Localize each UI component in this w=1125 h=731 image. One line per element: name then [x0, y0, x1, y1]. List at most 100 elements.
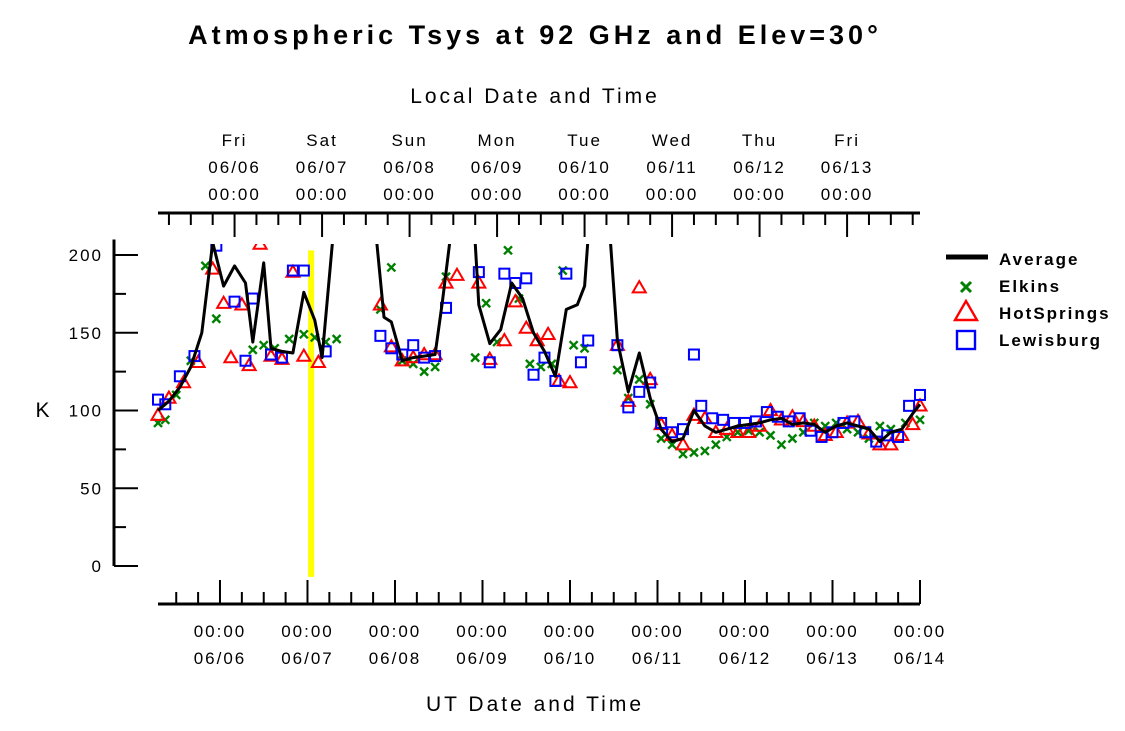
data-point	[262, 347, 280, 362]
top-tick-time: 00:00	[733, 185, 786, 204]
data-point	[904, 416, 921, 431]
bottom-tick-date: 06/10	[544, 649, 597, 668]
legend-swatch	[955, 329, 977, 351]
legend-swatch	[959, 280, 973, 294]
top-tick-time: 00:00	[558, 185, 611, 204]
data-point	[251, 244, 269, 250]
legend-item-hotsprings: HotSprings	[952, 298, 1111, 323]
data-point	[539, 325, 557, 340]
bottom-tick-time: 00:00	[544, 622, 597, 641]
bottom-tick-time: 00:00	[894, 622, 947, 641]
top-tick-time: 00:00	[296, 185, 349, 204]
bottom-tick-time: 00:00	[194, 622, 247, 641]
average-line-segment	[375, 244, 452, 363]
data-point	[710, 439, 721, 450]
top-tick-day: Fri	[834, 131, 860, 150]
data-point	[561, 374, 579, 389]
bottom-tick-time: 00:00	[456, 622, 509, 641]
top-tick-time: 00:00	[821, 185, 874, 204]
top-tick-day: Wed	[652, 131, 693, 150]
series-elkins	[153, 245, 925, 459]
data-point	[498, 267, 511, 280]
data-point	[622, 401, 635, 414]
data-point	[914, 388, 926, 401]
data-point	[483, 356, 496, 369]
bottom-tick-time: 00:00	[369, 622, 422, 641]
data-point	[297, 264, 310, 277]
top-tick-day: Fri	[222, 131, 248, 150]
top-tick-date: 06/08	[383, 158, 436, 177]
legend-label: Average	[999, 250, 1079, 269]
bottom-tick-date: 06/09	[456, 649, 509, 668]
top-tick-date: 06/10	[558, 158, 611, 177]
legend-item-average: Average	[946, 250, 1079, 269]
top-tick-time: 00:00	[208, 185, 261, 204]
bottom-tick-date: 06/13	[806, 649, 859, 668]
chart-title: Atmospheric Tsys at 92 GHz and Elev=30°	[188, 20, 882, 50]
x-axis-title: UT Date and Time	[426, 693, 644, 716]
series-average	[157, 244, 922, 444]
data-point	[149, 406, 167, 421]
data-point	[560, 267, 573, 280]
data-point	[284, 263, 302, 278]
data-point	[240, 356, 258, 372]
top-tick-day: Sat	[306, 131, 338, 150]
data-point	[159, 398, 172, 411]
data-point	[472, 266, 485, 279]
data-point	[804, 424, 817, 437]
data-point	[407, 339, 420, 352]
legend-swatch	[952, 298, 980, 322]
data-point	[765, 430, 776, 441]
top-tick-day: Tue	[567, 131, 602, 150]
data-point	[787, 433, 798, 444]
legend-label: HotSprings	[999, 304, 1111, 323]
data-point	[258, 340, 269, 351]
data-point	[754, 427, 765, 438]
bottom-tick-date: 06/12	[719, 649, 772, 668]
data-point	[875, 421, 885, 431]
data-point	[582, 334, 595, 347]
data-point	[700, 446, 710, 456]
data-point	[386, 262, 397, 273]
data-point	[631, 279, 648, 294]
data-point	[385, 342, 398, 355]
data-point	[689, 447, 699, 458]
data-point	[620, 392, 637, 407]
bottom-tick-time: 00:00	[719, 622, 772, 641]
average-line-segment	[609, 244, 922, 444]
y-axis-title: K	[35, 399, 52, 422]
bottom-tick-date: 06/08	[369, 649, 422, 668]
y-axis: 0 50 100 150 200	[69, 239, 138, 576]
data-point	[331, 334, 342, 344]
bottom-tick-date: 06/06	[194, 649, 247, 668]
top-time-axis: Fri 06/06 00:00 Sat 06/07 00:00 Sun 06/08 00:00 M…	[158, 131, 920, 237]
average-line-segment	[473, 244, 590, 378]
data-point	[882, 436, 900, 451]
data-point	[634, 374, 645, 385]
data-point	[612, 365, 623, 375]
data-point	[520, 272, 533, 285]
top-tick-date: 06/07	[296, 158, 349, 177]
top-tick-date: 06/11	[646, 158, 697, 177]
top-tick-date: 06/06	[208, 158, 261, 177]
data-point	[776, 439, 787, 450]
top-tick-date: 06/12	[733, 158, 786, 177]
data-point	[284, 334, 295, 344]
bottom-tick-date: 06/14	[894, 649, 947, 668]
data-point	[430, 362, 440, 372]
top-tick-time: 00:00	[383, 185, 436, 204]
bottom-tick-date: 06/07	[281, 649, 334, 668]
bottom-tick-date: 06/11	[632, 649, 683, 668]
data-point	[518, 319, 535, 334]
top-tick-day: Mon	[478, 131, 517, 150]
data-point	[310, 353, 327, 368]
data-point	[437, 274, 455, 289]
data-point	[496, 332, 513, 347]
data-point	[295, 347, 313, 362]
data-point	[568, 340, 579, 351]
legend-label: Lewisburg	[999, 331, 1102, 350]
data-point	[527, 368, 540, 381]
top-tick-time: 00:00	[471, 185, 524, 204]
data-point	[674, 436, 692, 451]
